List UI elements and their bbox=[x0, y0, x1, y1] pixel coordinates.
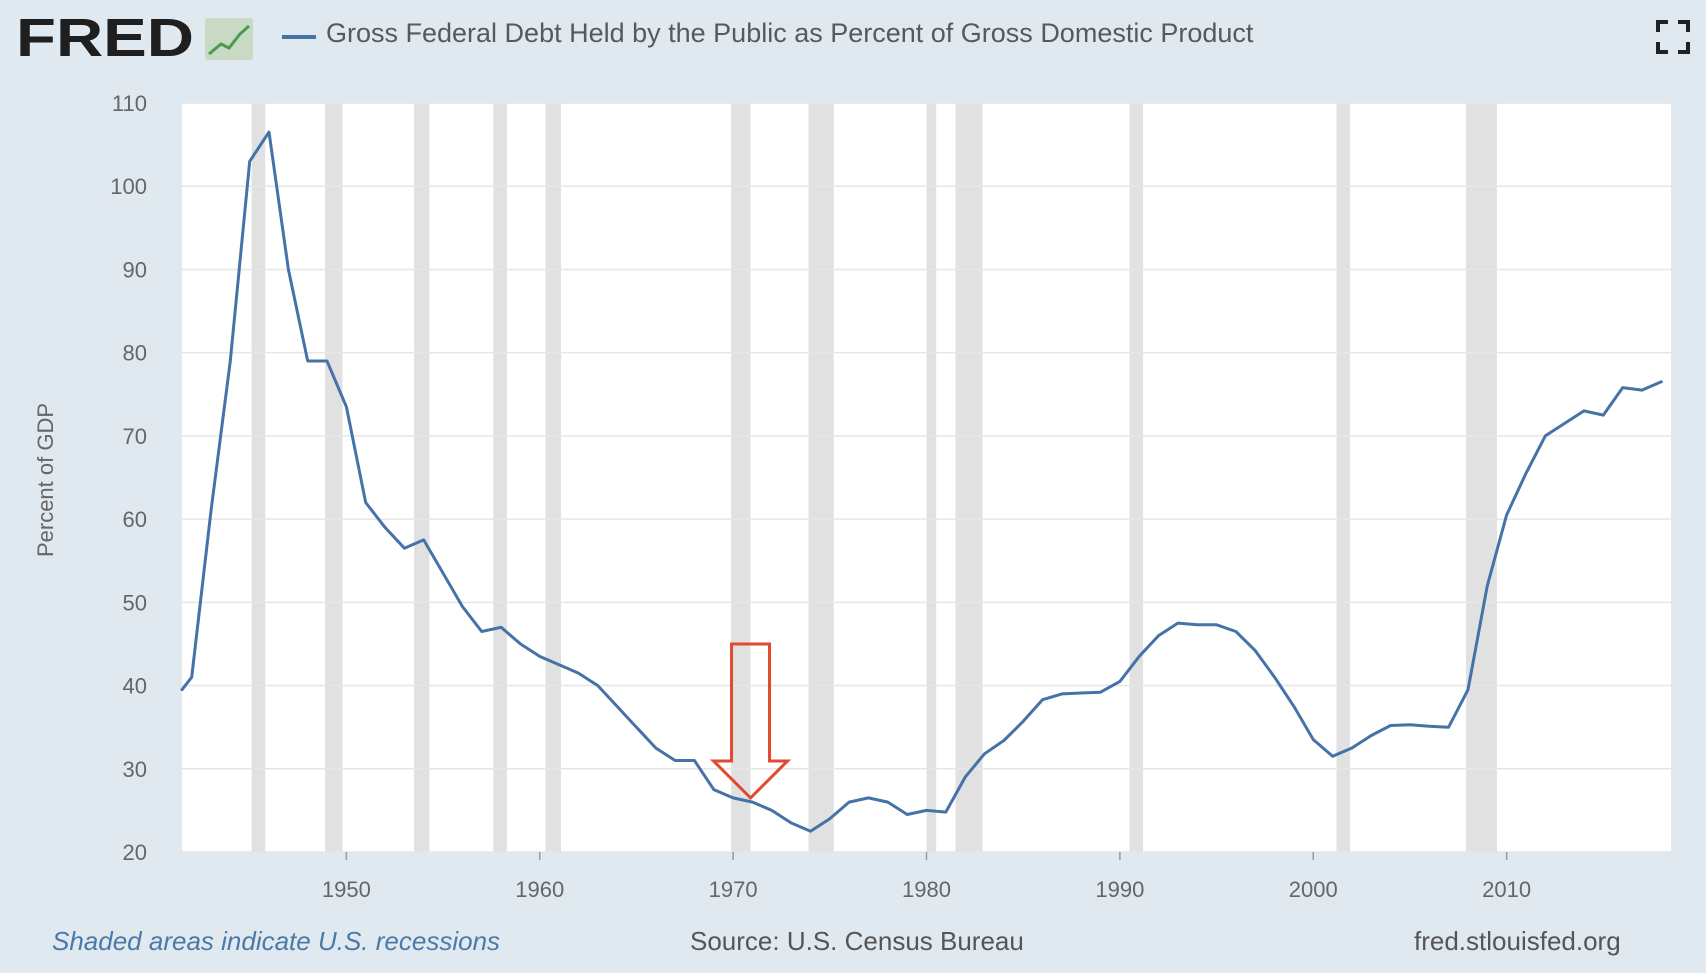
down-arrow-annotation bbox=[709, 642, 792, 801]
recession-band bbox=[1336, 103, 1350, 852]
recession-band bbox=[545, 103, 562, 852]
series-line bbox=[180, 130, 1663, 833]
recession-bands bbox=[251, 103, 1497, 852]
y-tick-label: 40 bbox=[123, 674, 147, 699]
recession-band bbox=[1129, 103, 1144, 852]
recession-band bbox=[251, 103, 266, 852]
y-tick-label: 50 bbox=[123, 590, 147, 615]
x-tick-label: 1970 bbox=[709, 877, 758, 902]
fred-logo-text: FRED bbox=[16, 8, 194, 64]
y-tick-label: 80 bbox=[123, 341, 147, 366]
series-layer bbox=[180, 130, 1663, 833]
y-tick-label: 70 bbox=[123, 424, 147, 449]
y-tick-label: 110 bbox=[112, 91, 147, 116]
y-axis-ticks: 20 30 40 50 60 70 80 90 100 110 bbox=[110, 91, 147, 865]
y-tick-label: 60 bbox=[123, 507, 147, 532]
recession-band bbox=[926, 103, 937, 852]
recession-band bbox=[808, 103, 834, 852]
y-tick-label: 30 bbox=[123, 757, 147, 782]
y-tick-label: 20 bbox=[123, 840, 147, 865]
legend-line-swatch bbox=[282, 35, 316, 39]
y-tick-label: 90 bbox=[123, 257, 147, 282]
line-chart-icon bbox=[205, 18, 253, 60]
x-tick-label: 2000 bbox=[1289, 877, 1338, 902]
recession-band bbox=[955, 103, 983, 852]
recession-band bbox=[731, 103, 751, 852]
x-axis-ticks: 1950 1960 1970 1980 1990 2000 2010 bbox=[322, 852, 1531, 902]
fred-url-link[interactable]: fred.stlouisfed.org bbox=[1414, 926, 1621, 956]
recession-band bbox=[414, 103, 430, 852]
x-tick-label: 1950 bbox=[322, 877, 371, 902]
recession-note: Shaded areas indicate U.S. recessions bbox=[52, 926, 501, 956]
recession-band bbox=[1466, 103, 1497, 852]
x-tick-label: 2010 bbox=[1482, 877, 1531, 902]
y-axis-title: Percent of GDP bbox=[33, 402, 58, 558]
fullscreen-expand-icon[interactable] bbox=[1656, 20, 1690, 54]
source-text: Source: U.S. Census Bureau bbox=[690, 926, 1024, 956]
y-tick-label: 100 bbox=[110, 174, 147, 199]
recession-band bbox=[493, 103, 507, 852]
annotation-layer bbox=[709, 642, 792, 801]
chart-header: FRED Gross Federal Debt Held by the Publ… bbox=[0, 0, 1706, 80]
x-tick-label: 1990 bbox=[1095, 877, 1144, 902]
fred-logo[interactable]: FRED bbox=[16, 8, 261, 64]
x-tick-label: 1960 bbox=[515, 877, 564, 902]
recession-band bbox=[325, 103, 343, 852]
x-tick-label: 1980 bbox=[902, 877, 951, 902]
chart-title: Gross Federal Debt Held by the Public as… bbox=[326, 18, 1254, 48]
